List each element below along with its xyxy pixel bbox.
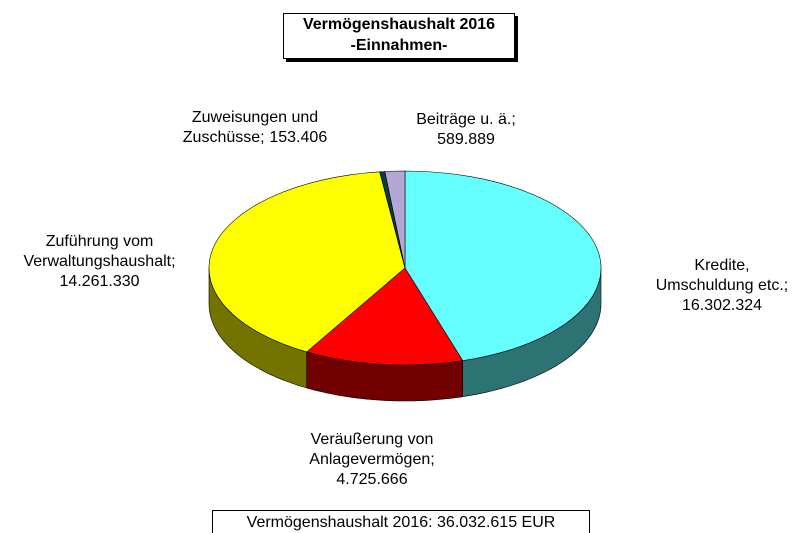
slice-label: Beiträge u. ä.; 589.889 bbox=[396, 110, 536, 150]
slice-label: Zuweisungen und Zuschüsse; 153.406 bbox=[170, 108, 340, 148]
total-box: Vermögenshaushalt 2016: 36.032.615 EUR bbox=[212, 510, 590, 533]
category-label: Zuweisungen und Zuschüsse; bbox=[182, 109, 319, 146]
category-label: Beiträge u. ä.; bbox=[416, 111, 516, 128]
chart-subtitle: -Einnahmen- bbox=[350, 37, 448, 54]
value-label: 14.261.330 bbox=[59, 273, 140, 290]
slice-label: Veräußerung von Anlagevermögen; 4.725.666 bbox=[297, 430, 447, 490]
title-box: Vermögenshaushalt 2016 -Einnahmen- bbox=[283, 13, 515, 59]
value-label: 4.725.666 bbox=[336, 471, 408, 488]
category-label: Zuführung vom Verwaltungshaushalt; bbox=[23, 233, 176, 270]
value-label: 153.406 bbox=[269, 129, 328, 146]
category-label: Veräußerung von Anlagevermögen; bbox=[309, 431, 435, 468]
slice bbox=[306, 267, 464, 366]
total-label: Vermögenshaushalt 2016: 36.032.615 EUR bbox=[246, 514, 556, 531]
slice-label: Kredite, Umschuldung etc.; 16.302.324 bbox=[647, 256, 797, 316]
slice bbox=[404, 170, 602, 362]
category-label: Kredite, Umschuldung etc.; bbox=[655, 257, 789, 294]
slice bbox=[384, 170, 406, 269]
chart-title: Vermögenshaushalt 2016 bbox=[302, 16, 496, 33]
slice bbox=[208, 171, 406, 353]
slice-label: Zuführung vom Verwaltungshaushalt; 14.261… bbox=[12, 232, 187, 292]
value-label: 16.302.324 bbox=[681, 297, 763, 314]
value-label: 589.889 bbox=[437, 131, 495, 148]
